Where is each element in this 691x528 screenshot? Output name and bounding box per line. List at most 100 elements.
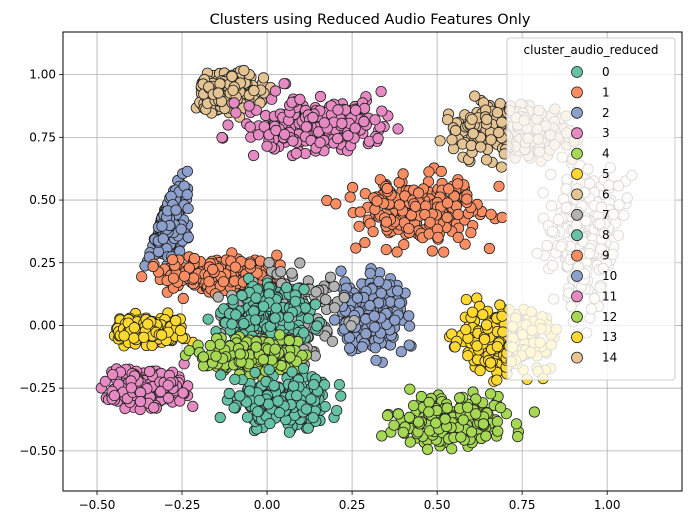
data-point bbox=[269, 343, 281, 355]
data-point bbox=[99, 375, 111, 387]
data-point bbox=[147, 260, 159, 273]
legend-label: 14 bbox=[602, 351, 617, 365]
legend-label: 4 bbox=[602, 147, 610, 161]
data-point bbox=[253, 394, 265, 406]
data-point bbox=[230, 309, 242, 321]
data-point bbox=[364, 299, 376, 312]
data-point bbox=[409, 200, 421, 212]
data-point bbox=[424, 216, 436, 228]
data-point bbox=[128, 332, 140, 344]
data-point bbox=[372, 132, 384, 144]
data-point bbox=[326, 335, 338, 347]
data-point bbox=[368, 310, 380, 322]
data-point bbox=[466, 306, 479, 318]
data-point bbox=[484, 357, 497, 369]
data-point bbox=[299, 302, 311, 314]
data-point bbox=[480, 154, 493, 166]
data-point bbox=[423, 166, 435, 178]
data-point bbox=[449, 124, 462, 137]
data-point bbox=[310, 286, 322, 298]
data-point bbox=[214, 338, 226, 350]
data-point bbox=[257, 72, 270, 84]
data-point bbox=[257, 300, 270, 312]
data-point bbox=[288, 380, 300, 392]
data-point bbox=[228, 97, 240, 109]
data-point bbox=[335, 390, 347, 402]
data-point bbox=[384, 296, 396, 308]
data-point bbox=[465, 139, 477, 152]
data-point bbox=[446, 443, 458, 455]
data-point bbox=[442, 183, 455, 195]
data-point bbox=[373, 275, 385, 288]
data-point bbox=[300, 403, 312, 415]
data-point bbox=[449, 341, 461, 353]
data-point bbox=[297, 362, 310, 375]
x-tick-label: 0.75 bbox=[509, 498, 536, 512]
data-point bbox=[496, 310, 508, 322]
data-point bbox=[238, 317, 250, 330]
data-point bbox=[227, 84, 239, 96]
data-point bbox=[174, 324, 187, 337]
data-point bbox=[395, 346, 407, 358]
data-point bbox=[314, 137, 326, 149]
legend-marker bbox=[571, 331, 583, 344]
data-point bbox=[148, 401, 160, 414]
data-point bbox=[275, 266, 287, 278]
data-point bbox=[278, 128, 291, 140]
data-point bbox=[183, 344, 195, 357]
data-point bbox=[294, 257, 306, 269]
data-point bbox=[271, 249, 283, 261]
data-point bbox=[478, 333, 491, 345]
data-point bbox=[170, 315, 182, 327]
data-point bbox=[477, 418, 489, 430]
x-tick-label: 0.00 bbox=[254, 498, 281, 512]
data-point bbox=[375, 86, 387, 98]
data-point bbox=[263, 364, 275, 376]
legend-label: 13 bbox=[602, 330, 617, 344]
data-point bbox=[465, 227, 477, 239]
data-point bbox=[222, 119, 234, 131]
data-point bbox=[455, 431, 467, 443]
data-point bbox=[350, 104, 362, 116]
legend-label: 1 bbox=[602, 85, 610, 99]
data-point bbox=[309, 298, 321, 310]
legend-box bbox=[506, 37, 676, 381]
data-point bbox=[389, 314, 401, 326]
data-point bbox=[331, 404, 343, 417]
legend-marker bbox=[571, 127, 583, 140]
data-point bbox=[462, 350, 474, 362]
legend-label: 7 bbox=[602, 208, 610, 222]
x-axis: −0.50 −0.25 0.00 0.25 0.50 0.75 1.00 bbox=[79, 491, 621, 512]
data-point bbox=[305, 393, 317, 405]
data-point bbox=[461, 193, 473, 205]
data-point bbox=[284, 351, 296, 363]
data-point bbox=[249, 366, 261, 379]
data-point bbox=[460, 293, 472, 306]
y-tick-label: 0.50 bbox=[29, 193, 56, 207]
data-point bbox=[280, 281, 293, 294]
data-point bbox=[248, 149, 260, 162]
data-point bbox=[330, 198, 342, 210]
series-9 bbox=[136, 247, 298, 305]
data-point bbox=[439, 413, 451, 425]
data-point bbox=[216, 131, 228, 144]
data-point bbox=[475, 141, 487, 153]
data-point bbox=[142, 318, 154, 330]
data-point bbox=[397, 168, 409, 180]
series-14 bbox=[190, 64, 277, 123]
data-point bbox=[353, 220, 365, 232]
data-point bbox=[307, 111, 319, 124]
data-point bbox=[162, 379, 174, 391]
data-point bbox=[272, 395, 284, 407]
data-point bbox=[457, 414, 469, 426]
series-3 bbox=[216, 78, 404, 162]
data-point bbox=[441, 197, 454, 209]
data-point bbox=[460, 323, 472, 336]
data-point bbox=[167, 272, 180, 284]
data-point bbox=[369, 114, 381, 126]
data-point bbox=[214, 411, 226, 424]
data-point bbox=[441, 211, 453, 224]
data-point bbox=[274, 329, 286, 341]
data-point bbox=[187, 400, 199, 412]
data-point bbox=[302, 422, 314, 434]
